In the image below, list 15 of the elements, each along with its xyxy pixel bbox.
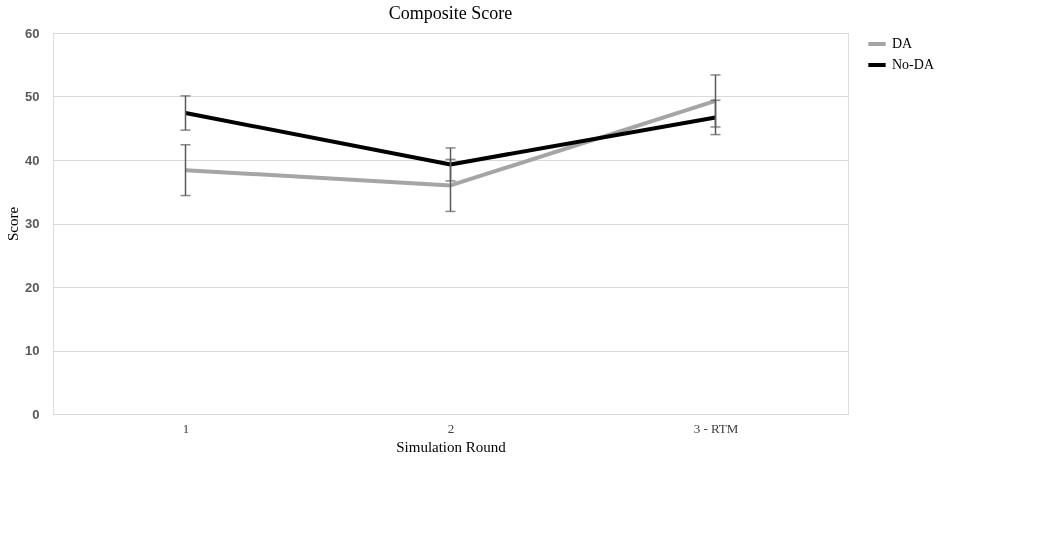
y-tick-label: 30: [25, 216, 40, 231]
y-tick-label: 40: [25, 152, 40, 168]
y-tick-label: 0: [32, 406, 40, 422]
y-axis-title: Score: [5, 206, 22, 242]
x-tick-label: 2: [447, 420, 455, 436]
y-tick-label: 10: [25, 343, 40, 358]
x-axis-title: Simulation Round: [396, 438, 507, 455]
x-tick-label: 1: [182, 420, 190, 436]
chart-title: Composite Score: [388, 3, 513, 23]
x-tick-label: 3 - RTM: [693, 420, 739, 436]
legend-label: No-DA: [892, 57, 935, 72]
legend-label: DA: [892, 36, 914, 51]
y-tick-label: 50: [25, 89, 40, 104]
y-tick-label: 60: [25, 25, 40, 41]
y-tick-label: 20: [25, 279, 40, 295]
